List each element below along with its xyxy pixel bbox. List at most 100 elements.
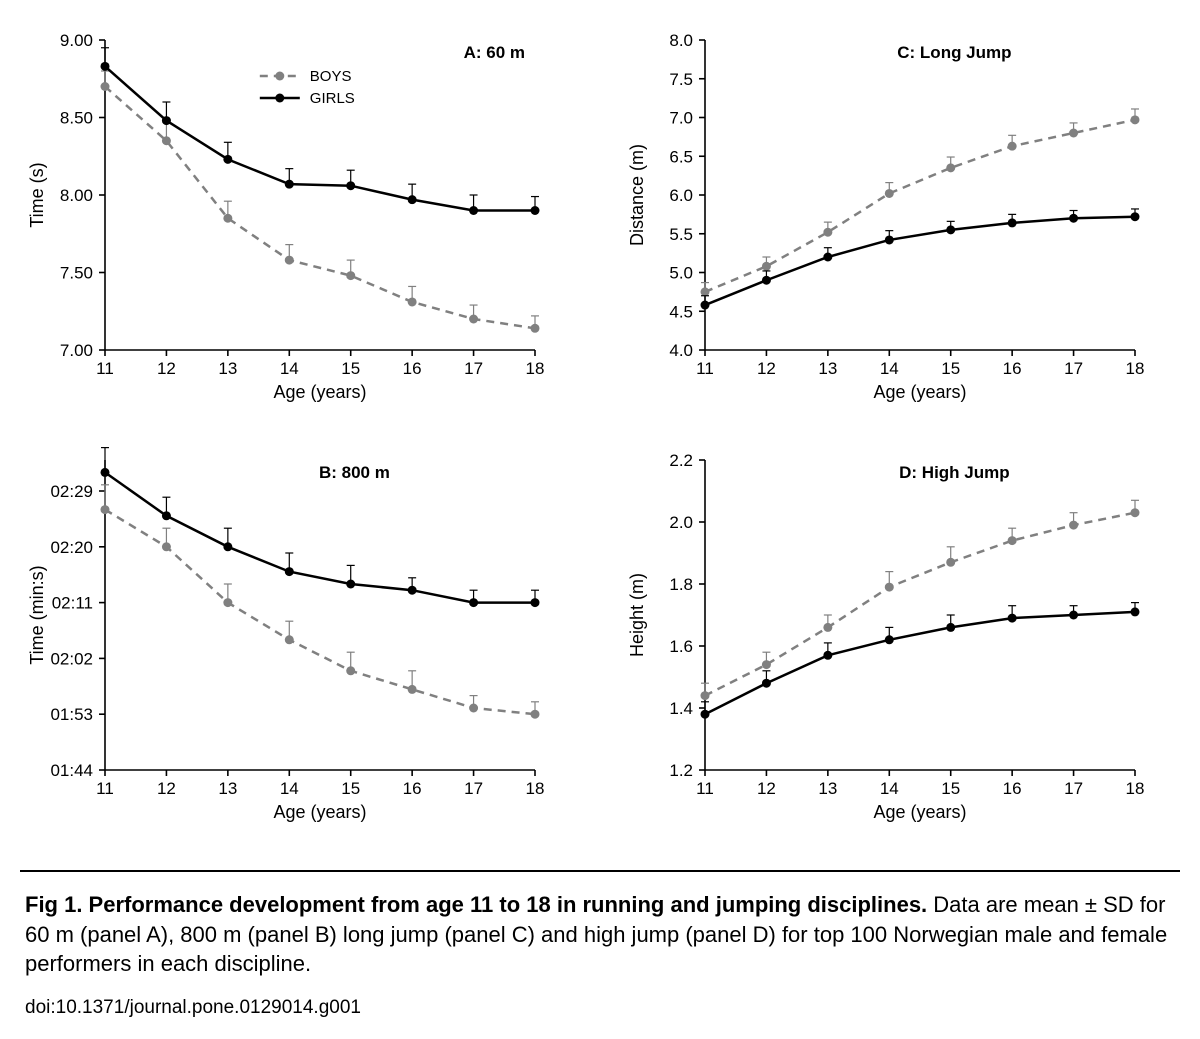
svg-text:15: 15 — [941, 359, 960, 378]
panel-a-60m: 11121314151617187.007.508.008.509.00Age … — [20, 20, 580, 420]
boys-marker — [531, 324, 540, 333]
svg-text:1.8: 1.8 — [669, 575, 693, 594]
svg-text:1.4: 1.4 — [669, 699, 693, 718]
girls-marker — [346, 181, 355, 190]
boys-marker — [946, 558, 955, 567]
svg-text:7.0: 7.0 — [669, 109, 693, 128]
girls-marker — [408, 586, 417, 595]
svg-text:2.2: 2.2 — [669, 451, 693, 470]
girls-line — [705, 217, 1135, 305]
girls-marker — [223, 542, 232, 551]
boys-marker — [946, 163, 955, 172]
panel-c-long-jump: 11121314151617184.04.55.05.56.06.57.07.5… — [620, 20, 1180, 420]
figure-caption: Fig 1. Performance development from age … — [20, 890, 1180, 979]
boys-marker — [1131, 115, 1140, 124]
caption-bold: Fig 1. Performance development from age … — [25, 892, 927, 917]
boys-marker — [1069, 129, 1078, 138]
svg-text:15: 15 — [341, 359, 360, 378]
svg-text:Age (years): Age (years) — [273, 382, 366, 402]
svg-text:18: 18 — [1126, 359, 1145, 378]
svg-text:17: 17 — [1064, 779, 1083, 798]
boys-marker — [1131, 508, 1140, 517]
svg-text:6.0: 6.0 — [669, 186, 693, 205]
girls-marker — [1008, 614, 1017, 623]
boys-line — [705, 513, 1135, 696]
svg-text:2.0: 2.0 — [669, 513, 693, 532]
girls-marker — [285, 567, 294, 576]
svg-text:Age (years): Age (years) — [873, 382, 966, 402]
girls-marker — [223, 155, 232, 164]
girls-marker — [1131, 607, 1140, 616]
boys-marker — [469, 704, 478, 713]
girls-marker — [946, 623, 955, 632]
boys-marker — [162, 136, 171, 145]
svg-text:13: 13 — [818, 779, 837, 798]
legend-boys-label: BOYS — [310, 68, 352, 85]
boys-line — [105, 510, 535, 715]
girls-marker — [469, 206, 478, 215]
girls-marker — [346, 580, 355, 589]
boys-marker — [408, 685, 417, 694]
boys-marker — [701, 691, 710, 700]
svg-text:7.50: 7.50 — [60, 264, 93, 283]
boys-marker — [823, 228, 832, 237]
boys-marker — [885, 583, 894, 592]
boys-marker — [101, 505, 110, 514]
girls-marker — [762, 679, 771, 688]
svg-text:Time (min:s): Time (min:s) — [27, 565, 47, 664]
svg-text:C: Long Jump: C: Long Jump — [897, 43, 1011, 62]
girls-marker — [701, 710, 710, 719]
svg-text:11: 11 — [696, 779, 714, 798]
svg-text:B: 800 m: B: 800 m — [319, 463, 390, 482]
boys-marker — [1069, 521, 1078, 530]
svg-text:15: 15 — [341, 779, 360, 798]
girls-marker — [762, 276, 771, 285]
girls-marker — [1069, 214, 1078, 223]
boys-marker — [701, 287, 710, 296]
girls-marker — [946, 225, 955, 234]
svg-text:13: 13 — [218, 779, 237, 798]
svg-text:6.5: 6.5 — [669, 147, 693, 166]
legend-boys-marker — [275, 72, 284, 81]
boys-marker — [223, 598, 232, 607]
svg-text:Age (years): Age (years) — [873, 802, 966, 822]
svg-text:18: 18 — [526, 779, 545, 798]
girls-marker — [885, 235, 894, 244]
svg-text:01:53: 01:53 — [50, 705, 93, 724]
boys-marker — [408, 297, 417, 306]
svg-text:14: 14 — [880, 359, 899, 378]
svg-text:14: 14 — [280, 779, 299, 798]
boys-marker — [1008, 142, 1017, 151]
girls-line — [105, 472, 535, 602]
panel-d-high-jump: 11121314151617181.21.41.61.82.02.2Age (y… — [620, 440, 1180, 840]
boys-marker — [469, 315, 478, 324]
svg-text:15: 15 — [941, 779, 960, 798]
svg-text:5.5: 5.5 — [669, 225, 693, 244]
svg-text:Age (years): Age (years) — [273, 802, 366, 822]
svg-text:A: 60 m: A: 60 m — [464, 43, 525, 62]
boys-marker — [346, 271, 355, 280]
svg-text:12: 12 — [157, 359, 176, 378]
girls-marker — [408, 195, 417, 204]
boys-marker — [285, 635, 294, 644]
svg-text:02:02: 02:02 — [50, 649, 93, 668]
svg-text:13: 13 — [818, 359, 837, 378]
svg-text:1.6: 1.6 — [669, 637, 693, 656]
panel-b-800m: 111213141516171801:4401:5302:0202:1102:2… — [20, 440, 580, 840]
svg-text:11: 11 — [96, 779, 114, 798]
boys-marker — [101, 82, 110, 91]
legend-girls-marker — [275, 94, 284, 103]
girls-marker — [1069, 611, 1078, 620]
svg-text:17: 17 — [464, 779, 483, 798]
svg-text:12: 12 — [157, 779, 176, 798]
svg-text:Distance (m): Distance (m) — [627, 144, 647, 246]
svg-text:14: 14 — [280, 359, 299, 378]
girls-marker — [531, 206, 540, 215]
boys-marker — [823, 623, 832, 632]
girls-marker — [469, 598, 478, 607]
svg-text:17: 17 — [464, 359, 483, 378]
girls-marker — [701, 301, 710, 310]
svg-text:11: 11 — [696, 359, 714, 378]
svg-text:12: 12 — [757, 359, 776, 378]
boys-marker — [162, 542, 171, 551]
